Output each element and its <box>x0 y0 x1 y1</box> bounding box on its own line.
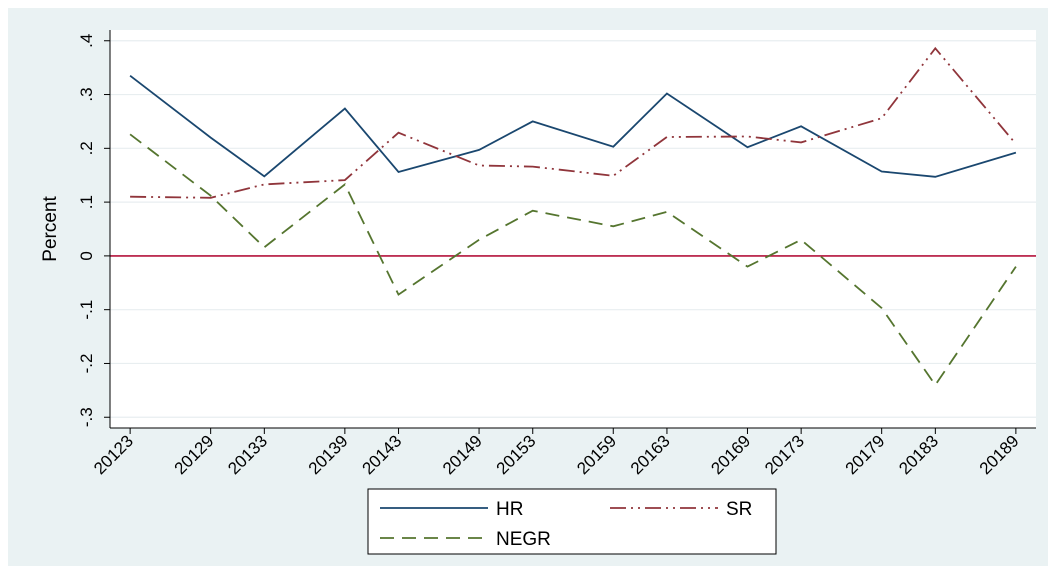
x-tick-label: 20179 <box>842 431 889 478</box>
legend-label-sr: SR <box>726 499 752 520</box>
x-ticks: 20123 20129 20133 20139 20143 20149 20153 20159… <box>90 428 1023 478</box>
series-line-negr <box>129 133 1017 387</box>
legend-label-negr: NEGR <box>496 529 551 550</box>
y-ticks: .4 .3 .2 .1 0 -.1 -.2 -.3 <box>77 34 110 427</box>
x-tick-label: 20169 <box>707 431 754 478</box>
y-tick-label: 0 <box>77 251 96 260</box>
x-tick-label: 20129 <box>171 431 218 478</box>
chart-frame: .4.3.2.1 0 -.1 -.2 -.3 20123 20129 20133 20139 2… <box>8 8 1048 566</box>
x-tick-label: 20153 <box>493 431 540 478</box>
legend-label-hr: HR <box>496 499 523 520</box>
legend-box <box>367 488 777 555</box>
y-tick-label: -.2 <box>77 354 96 374</box>
series-line-sr <box>130 46 1017 199</box>
x-tick-label: 20189 <box>976 431 1023 478</box>
y-axis-title: Percent <box>40 196 61 262</box>
x-tick-label: 20123 <box>90 431 137 478</box>
line-chart: .4.3.2.10-.1-.2-.3 20123 20129 20133 20139 2… <box>40 30 1036 555</box>
x-tick-label: 20143 <box>358 431 405 478</box>
y-tick-label: .2 <box>77 141 96 155</box>
x-tick-label: 20139 <box>305 431 352 478</box>
series-lines <box>129 46 1017 387</box>
x-tick-label: 20159 <box>573 431 620 478</box>
x-tick-label: 20133 <box>224 431 271 478</box>
y-tick-label: -.1 <box>77 300 96 320</box>
y-tick-label: .4 <box>77 34 96 48</box>
x-tick-label: 20163 <box>627 431 674 478</box>
y-tick-label: .3 <box>77 87 96 101</box>
y-tick-label: .1 <box>77 195 96 209</box>
x-tick-label: 20149 <box>439 431 486 478</box>
x-tick-label: 20173 <box>761 431 808 478</box>
legend: HR SR NEGR <box>367 488 777 555</box>
x-tick-label: 20183 <box>895 431 942 478</box>
series-line-hr <box>129 74 1017 178</box>
y-tick-label: -.3 <box>77 407 96 427</box>
plot-area <box>110 30 1036 428</box>
